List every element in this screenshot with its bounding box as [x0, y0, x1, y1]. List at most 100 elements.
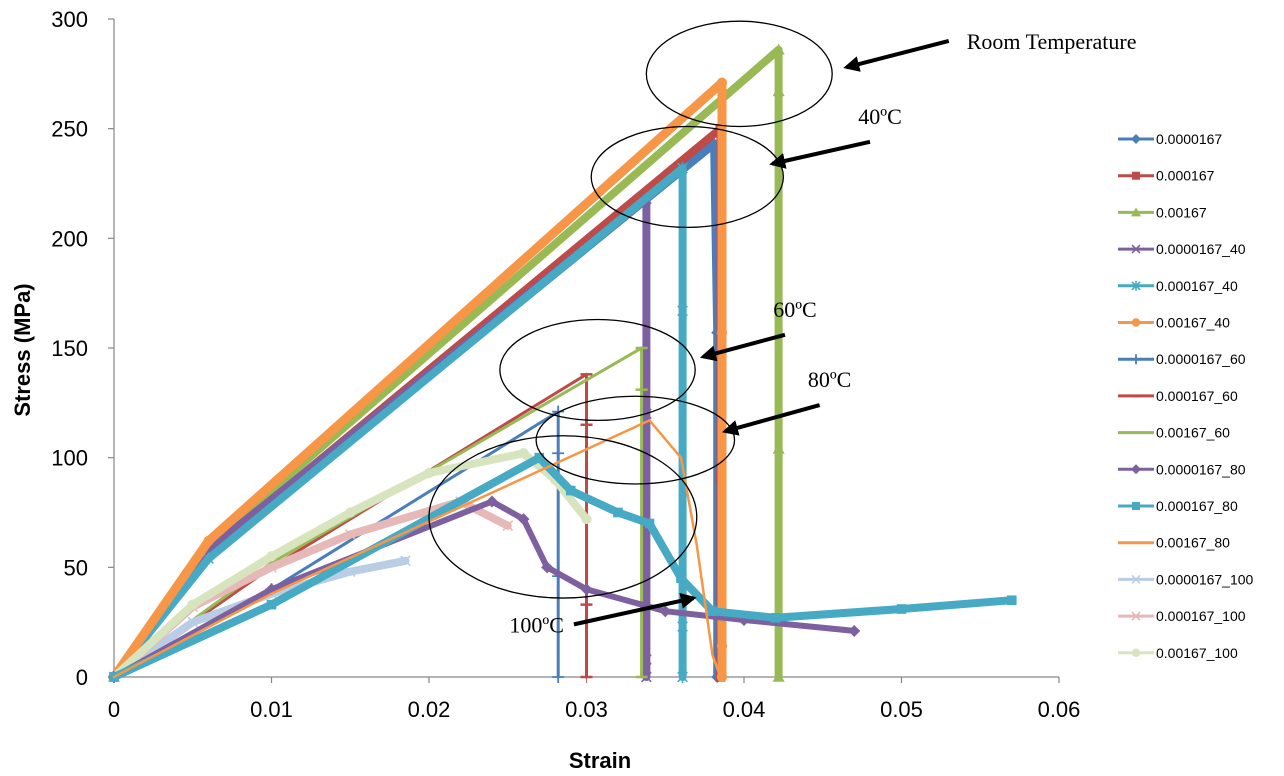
annotation-label: 40ºC — [858, 104, 902, 129]
y-tick-label: 200 — [51, 226, 88, 251]
series-line — [112, 372, 588, 679]
data-point — [400, 555, 411, 567]
annotation-label: Room Temperature — [967, 29, 1137, 54]
data-point — [677, 162, 688, 175]
legend-entry: 0.0000167_40 — [1118, 241, 1246, 257]
data-point — [659, 605, 672, 618]
data-point — [1131, 280, 1141, 291]
annotation-label: 80ºC — [808, 367, 852, 392]
annotation-arrow — [722, 403, 821, 436]
legend-label: 0.0000167_40 — [1156, 241, 1246, 257]
legend-entry: 0.00167_80 — [1118, 535, 1230, 551]
data-point — [896, 604, 907, 614]
series-line — [110, 164, 687, 681]
data-point — [552, 671, 565, 683]
data-point — [1131, 207, 1141, 217]
y-tick-label: 100 — [51, 446, 88, 471]
y-tick-label: 150 — [51, 336, 88, 361]
data-point — [345, 507, 356, 518]
y-tick-label: 250 — [51, 117, 88, 142]
x-tick-label: 0.03 — [565, 697, 608, 722]
x-axis-title: Strain — [569, 748, 631, 773]
data-point — [423, 467, 435, 479]
legend-entry: 0.000167_60 — [1118, 388, 1238, 404]
data-point — [502, 520, 514, 532]
annotation: Room Temperature — [645, 20, 1137, 128]
x-tick-label: 0.05 — [880, 697, 923, 722]
series-0.000167_80 — [109, 452, 1017, 682]
data-point — [518, 448, 529, 459]
axes: 0 0.01 0.02 0.03 0.04 0.05 0.06 0 50 100 150 200 250… — [51, 7, 1080, 722]
y-axis-title: Stress (MPa) — [10, 283, 35, 416]
data-point — [203, 552, 214, 565]
series-line — [112, 419, 722, 679]
annotation: 60ºC — [499, 297, 817, 422]
annotation: 80ºC — [535, 367, 852, 485]
data-point — [1131, 611, 1141, 621]
legend-label: 0.00167_80 — [1156, 535, 1230, 551]
data-point — [534, 452, 545, 463]
legend-label: 0.000167_80 — [1156, 498, 1238, 514]
legend-label: 0.0000167_80 — [1156, 461, 1246, 477]
annotations: Room Temperature 40ºC 60ºC 80ºC 100ºC — [428, 20, 1137, 637]
annotation-arrow — [843, 38, 950, 72]
x-tick-label: 0.06 — [1038, 697, 1081, 722]
data-point — [677, 304, 688, 317]
annotation-arrow — [699, 332, 786, 362]
legend-entry: 0.00167_60 — [1118, 425, 1230, 441]
y-tick-label: 50 — [64, 555, 88, 580]
y-tick-label: 0 — [76, 665, 88, 690]
data-point — [848, 624, 861, 637]
legend: 0.0000167 0.000167 0.00167 0.0000167_40 0.00… — [1118, 131, 1254, 661]
annotation-ellipse — [428, 435, 698, 599]
legend-entry: 0.000167_100 — [1118, 608, 1246, 624]
data-point — [1131, 464, 1141, 475]
data-point — [716, 327, 728, 338]
data-point — [1131, 318, 1141, 327]
legend-label: 0.0000167_60 — [1156, 351, 1246, 367]
annotation-ellipse — [535, 395, 736, 485]
data-point — [1131, 134, 1141, 144]
series-line — [109, 78, 727, 682]
data-point — [266, 561, 277, 573]
data-point — [541, 561, 554, 574]
legend-entry: 0.000167_80 — [1118, 498, 1238, 514]
annotation-ellipse — [590, 125, 785, 229]
data-point — [1131, 354, 1141, 365]
annotation-ellipse — [645, 20, 833, 128]
data-point — [203, 535, 214, 547]
data-point — [677, 671, 688, 683]
data-point — [266, 551, 277, 562]
data-point — [644, 518, 655, 529]
legend-entry: 0.0000167_60 — [1118, 351, 1246, 367]
legend-entry: 0.000167 — [1118, 168, 1215, 184]
data-point — [640, 654, 652, 665]
data-point — [677, 620, 688, 633]
annotation: 40ºC — [590, 104, 902, 229]
legend-label: 0.00167 — [1156, 204, 1207, 220]
data-point — [1131, 648, 1141, 658]
legend-entry: 0.00167 — [1118, 204, 1207, 220]
data-point — [770, 612, 781, 623]
data-point — [486, 495, 498, 508]
data-point — [517, 513, 530, 526]
data-point — [552, 447, 565, 460]
legend-label: 0.000167_40 — [1156, 278, 1238, 294]
data-point — [1006, 595, 1017, 606]
x-tick-label: 0.01 — [250, 697, 293, 722]
data-point — [716, 77, 728, 88]
legend-label: 0.00167_40 — [1156, 315, 1230, 331]
plot-area — [108, 43, 1017, 683]
annotation-arrow — [573, 592, 697, 627]
legend-label: 0.0000167_100 — [1156, 571, 1254, 587]
data-point — [707, 606, 718, 616]
x-tick-label: 0 — [108, 697, 120, 722]
data-point — [1132, 171, 1140, 180]
data-point — [772, 442, 785, 454]
data-point — [1132, 502, 1140, 510]
data-point — [266, 599, 277, 610]
annotation-ellipse — [499, 318, 696, 422]
series-line — [110, 449, 591, 681]
annotation: 100ºC — [428, 435, 698, 637]
